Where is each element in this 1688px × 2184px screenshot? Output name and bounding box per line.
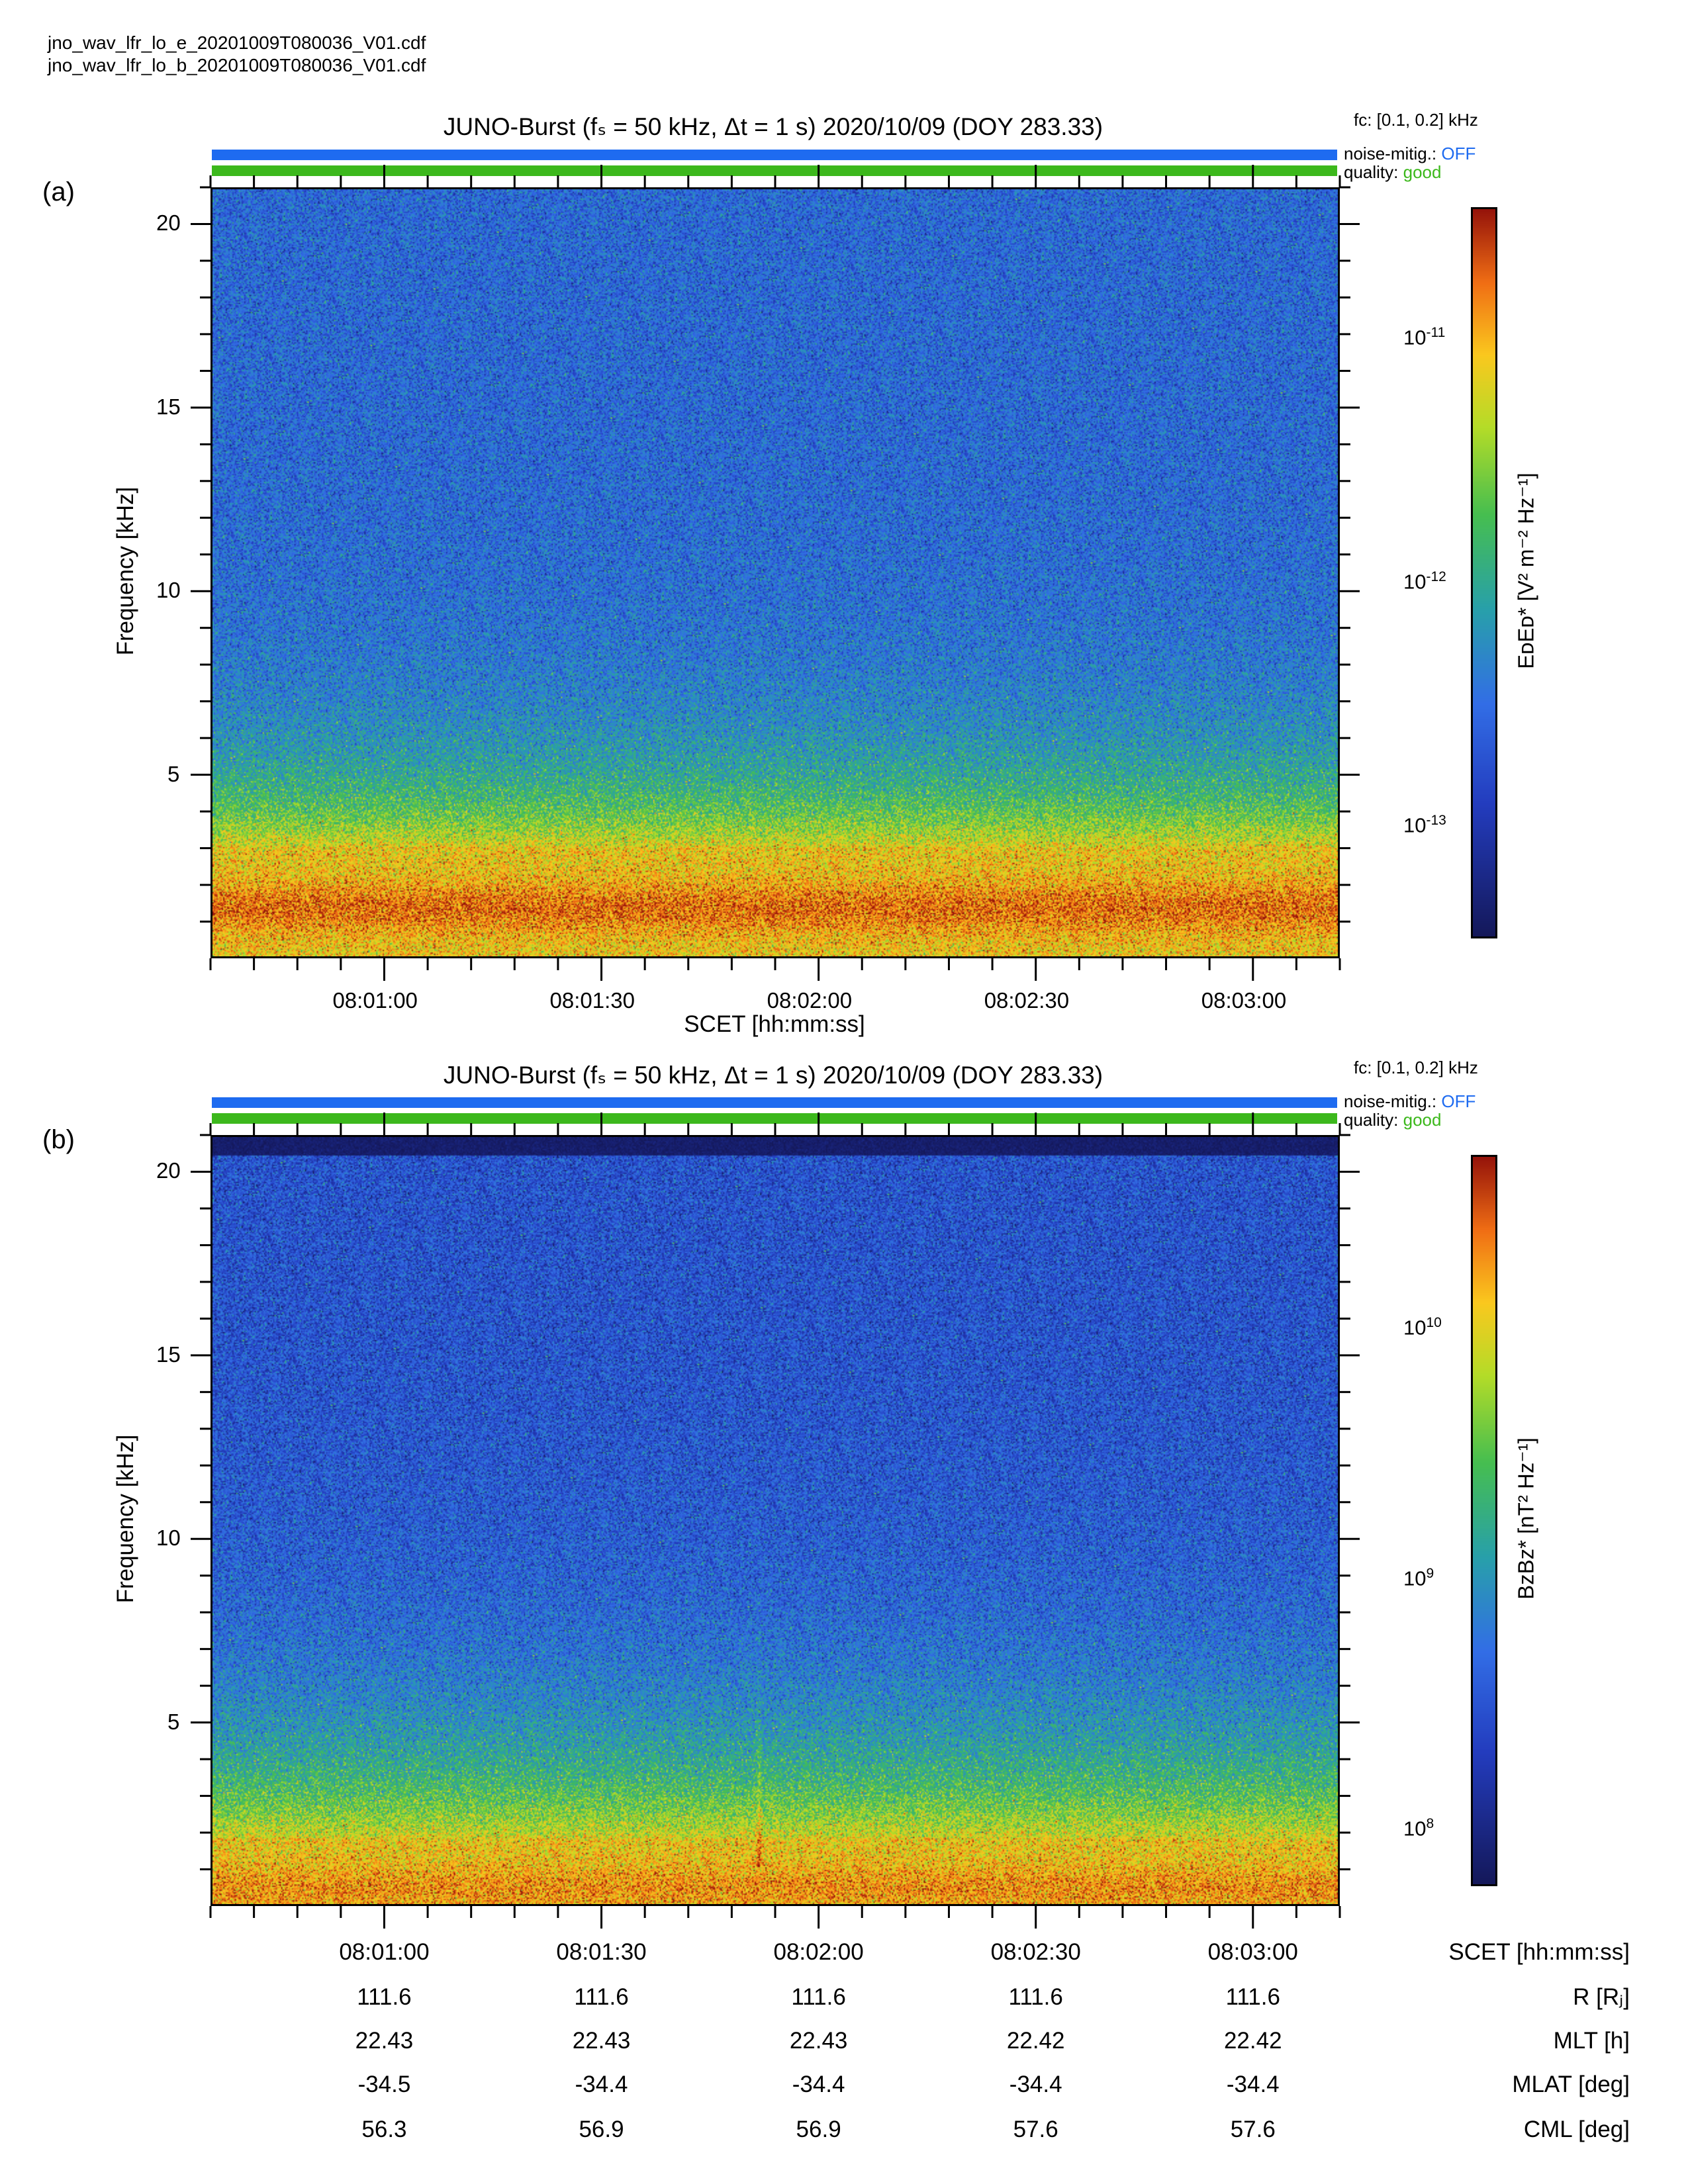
panel-b-title: JUNO-Burst (fₛ = 50 kHz, Δt = 1 s) 2020/… — [443, 1062, 1103, 1089]
x-tick-label: 08:02:00 — [767, 988, 853, 1013]
quality-value: good — [1403, 1110, 1442, 1130]
ephemeris-value: 56.9 — [796, 2116, 841, 2142]
y-tick-label: 20 — [156, 210, 181, 236]
ephemeris-value: 22.43 — [789, 2028, 848, 2054]
file-name-b: jno_wav_lfr_lo_b_20201009T080036_V01.cdf — [48, 55, 426, 75]
colorbar-tick-label: 108 — [1403, 1816, 1434, 1841]
panel-a-quality-flag: quality: good — [1344, 163, 1441, 181]
ephemeris-value: 57.6 — [1230, 2116, 1276, 2142]
ephemeris-value: 111.6 — [791, 1984, 846, 2010]
panel-b-quality-bar — [212, 1113, 1337, 1124]
ephemeris-value: 22.42 — [1223, 2028, 1282, 2054]
ephemeris-value: -34.5 — [357, 2071, 411, 2097]
quality-label: quality: — [1344, 1110, 1399, 1130]
panel-a-noise-flag: noise-mitig.: OFF — [1344, 144, 1476, 163]
colorbar-tick-label: 10-11 — [1403, 325, 1446, 349]
x-tick-label: 08:03:00 — [1201, 988, 1287, 1013]
colorbar-tick-label: 10-12 — [1403, 569, 1446, 594]
y-tick-label: 5 — [167, 1709, 180, 1734]
ephemeris-time: 08:02:00 — [773, 1939, 864, 1965]
file-name-e: jno_wav_lfr_lo_e_20201009T080036_V01.cdf — [48, 32, 426, 53]
y-tick-label: 10 — [156, 1525, 181, 1551]
ephemeris-value: 111.6 — [1008, 1984, 1063, 2010]
panel-b-quality-flag: quality: good — [1344, 1111, 1441, 1129]
panel-b-fc: fᴄ: [0.1, 0.2] kHz — [1354, 1058, 1478, 1077]
panel-a-letter: (a) — [42, 177, 75, 206]
file-list: jno_wav_lfr_lo_e_20201009T080036_V01.cdf… — [48, 32, 426, 77]
y-tick-label: 20 — [156, 1158, 181, 1183]
panel-b-noise-flag: noise-mitig.: OFF — [1344, 1092, 1476, 1111]
ephemeris-value: -34.4 — [792, 2071, 845, 2097]
colorbar-tick-label: 10-13 — [1403, 813, 1446, 837]
ephemeris-label: MLT [h] — [1553, 2028, 1630, 2054]
panel-a-title: JUNO-Burst (fₛ = 50 kHz, Δt = 1 s) 2020/… — [443, 113, 1103, 140]
noise-label: noise-mitig.: — [1344, 144, 1437, 163]
colorbar-tick-label: 1010 — [1403, 1315, 1442, 1340]
ephemeris-label: MLAT [deg] — [1512, 2071, 1630, 2097]
y-tick-label: 15 — [156, 394, 181, 419]
ephemeris-time: 08:01:00 — [339, 1939, 430, 1965]
ephemeris-label: SCET [hh:mm:ss] — [1448, 1939, 1630, 1965]
y-tick-label: 15 — [156, 1342, 181, 1367]
ephemeris-value: 56.3 — [361, 2116, 407, 2142]
y-tick-label: 5 — [167, 761, 180, 786]
ephemeris-value: 111.6 — [357, 1984, 412, 2010]
y-tick-label: 10 — [156, 578, 181, 603]
panel-b-spectrogram — [211, 1135, 1340, 1906]
ephemeris-value: 57.6 — [1013, 2116, 1058, 2142]
panel-a-quality-bar — [212, 165, 1337, 176]
ephemeris-label: R [Rⱼ] — [1573, 1984, 1630, 2010]
ephemeris-value: 22.43 — [355, 2028, 414, 2054]
colorbar-gradient — [1473, 209, 1495, 936]
noise-value: OFF — [1441, 1091, 1476, 1111]
ephemeris-value: 22.43 — [572, 2028, 631, 2054]
panel-a-noise-bar — [212, 150, 1337, 160]
quality-label: quality: — [1344, 162, 1399, 182]
ephemeris-label: CML [deg] — [1523, 2116, 1630, 2142]
x-tick-label: 08:02:30 — [984, 988, 1070, 1013]
x-tick-label: 08:01:00 — [332, 988, 418, 1013]
noise-label: noise-mitig.: — [1344, 1091, 1437, 1111]
ephemeris-value: -34.4 — [575, 2071, 628, 2097]
noise-value: OFF — [1441, 144, 1476, 163]
panel-a-xlabel: SCET [hh:mm:ss] — [684, 1011, 865, 1037]
panel-a-fc: fᴄ: [0.1, 0.2] kHz — [1354, 110, 1478, 130]
ephemeris-time: 08:02:30 — [990, 1939, 1081, 1965]
ephemeris-value: -34.4 — [1009, 2071, 1062, 2097]
panel-b-ylabel: Frequency [kHz] — [113, 1434, 138, 1604]
ephemeris-time: 08:03:00 — [1207, 1939, 1298, 1965]
panel-a-colorbar — [1471, 207, 1497, 938]
ephemeris-value: -34.4 — [1226, 2071, 1280, 2097]
panel-b-colorbar — [1471, 1155, 1497, 1886]
colorbar-tick-label: 109 — [1403, 1565, 1434, 1590]
x-tick-label: 08:01:30 — [549, 988, 635, 1013]
panel-a-spectrogram — [211, 187, 1340, 958]
panel-b-colorbar-title: BᴢBᴢ* [nT² Hz⁻¹] — [1513, 1437, 1538, 1600]
panel-b-noise-bar — [212, 1097, 1337, 1108]
colorbar-gradient — [1473, 1157, 1495, 1884]
panel-b-letter: (b) — [42, 1125, 75, 1154]
ephemeris-value: 111.6 — [1225, 1984, 1280, 2010]
ephemeris-value: 22.42 — [1006, 2028, 1065, 2054]
quality-value: good — [1403, 162, 1442, 182]
ephemeris-time: 08:01:30 — [556, 1939, 647, 1965]
ephemeris-value: 111.6 — [574, 1984, 629, 2010]
ephemeris-value: 56.9 — [579, 2116, 624, 2142]
